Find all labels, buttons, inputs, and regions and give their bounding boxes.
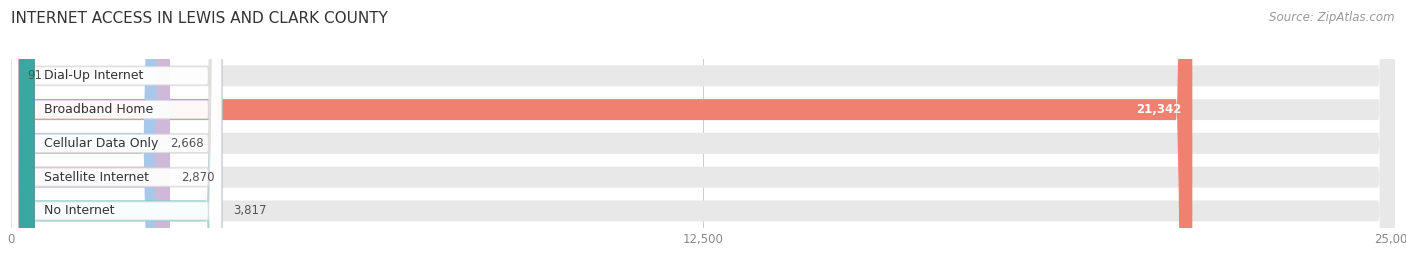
Circle shape — [20, 0, 34, 268]
FancyBboxPatch shape — [11, 0, 1395, 268]
FancyBboxPatch shape — [11, 0, 222, 268]
Text: INTERNET ACCESS IN LEWIS AND CLARK COUNTY: INTERNET ACCESS IN LEWIS AND CLARK COUNT… — [11, 11, 388, 26]
Text: 2,668: 2,668 — [170, 137, 204, 150]
Text: Dial-Up Internet: Dial-Up Internet — [45, 69, 143, 82]
Text: Satellite Internet: Satellite Internet — [45, 171, 149, 184]
Circle shape — [20, 0, 34, 268]
Circle shape — [20, 0, 34, 268]
Text: Cellular Data Only: Cellular Data Only — [45, 137, 159, 150]
Text: 3,817: 3,817 — [233, 204, 267, 217]
FancyBboxPatch shape — [11, 0, 222, 268]
FancyBboxPatch shape — [0, 0, 28, 268]
Circle shape — [20, 0, 34, 268]
FancyBboxPatch shape — [11, 0, 1395, 268]
FancyBboxPatch shape — [11, 0, 1395, 268]
Text: No Internet: No Internet — [45, 204, 115, 217]
FancyBboxPatch shape — [11, 0, 1395, 268]
FancyBboxPatch shape — [11, 0, 170, 268]
FancyBboxPatch shape — [11, 0, 222, 268]
FancyBboxPatch shape — [11, 0, 222, 268]
Text: Source: ZipAtlas.com: Source: ZipAtlas.com — [1270, 11, 1395, 24]
FancyBboxPatch shape — [11, 0, 1395, 268]
Circle shape — [20, 0, 34, 268]
FancyBboxPatch shape — [11, 0, 1192, 268]
FancyBboxPatch shape — [11, 0, 222, 268]
Text: 2,870: 2,870 — [181, 171, 215, 184]
Text: 21,342: 21,342 — [1136, 103, 1181, 116]
FancyBboxPatch shape — [11, 0, 222, 268]
Text: 91: 91 — [27, 69, 42, 82]
FancyBboxPatch shape — [11, 0, 159, 268]
Text: Broadband Home: Broadband Home — [45, 103, 153, 116]
